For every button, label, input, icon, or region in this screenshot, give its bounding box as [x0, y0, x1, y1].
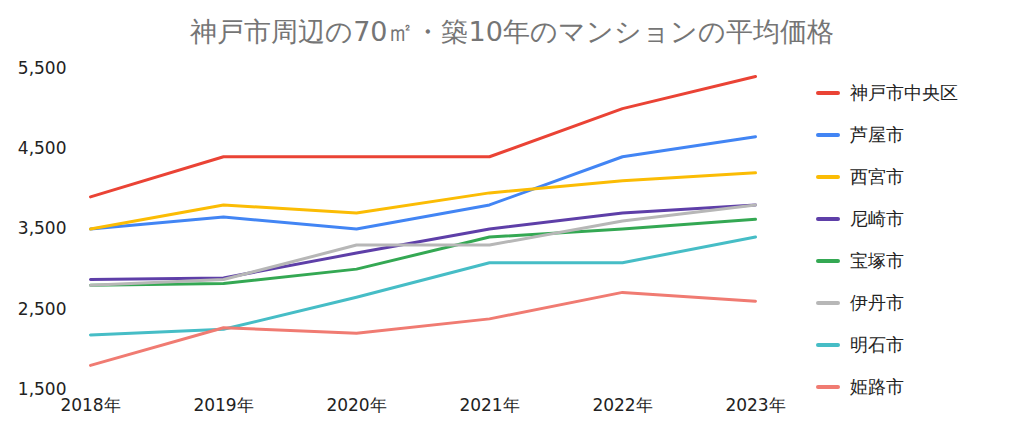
html-text:姫路市: 姫路市	[850, 376, 904, 397]
svg-text:2020年: 2020年	[326, 395, 386, 415]
svg-text:4,500: 4,500	[18, 138, 67, 158]
svg-text:2023年: 2023年	[725, 395, 785, 415]
html-text:明石市: 明石市	[850, 334, 904, 355]
svg-text:2022年: 2022年	[592, 395, 652, 415]
svg-text:1,500: 1,500	[18, 379, 67, 399]
html-text:神戸市中央区: 神戸市中央区	[850, 82, 958, 103]
html-text:芦屋市: 芦屋市	[850, 124, 904, 145]
svg-text:3,500: 3,500	[18, 218, 67, 238]
svg-text:2019年: 2019年	[193, 395, 253, 415]
svg-text:2018年: 2018年	[60, 395, 120, 415]
svg-text:2,500: 2,500	[18, 299, 67, 319]
svg-text:5,500: 5,500	[18, 58, 67, 78]
html-text:伊丹市: 伊丹市	[850, 292, 904, 313]
svg-text:2021年: 2021年	[459, 395, 519, 415]
html-text:尼崎市: 尼崎市	[850, 208, 904, 229]
html-text:神戸市周辺の70㎡・築10年のマンションの平均価格: 神戸市周辺の70㎡・築10年のマンションの平均価格	[190, 16, 834, 47]
html-text:西宮市: 西宮市	[850, 166, 904, 187]
html-text:宝塚市: 宝塚市	[850, 250, 904, 271]
